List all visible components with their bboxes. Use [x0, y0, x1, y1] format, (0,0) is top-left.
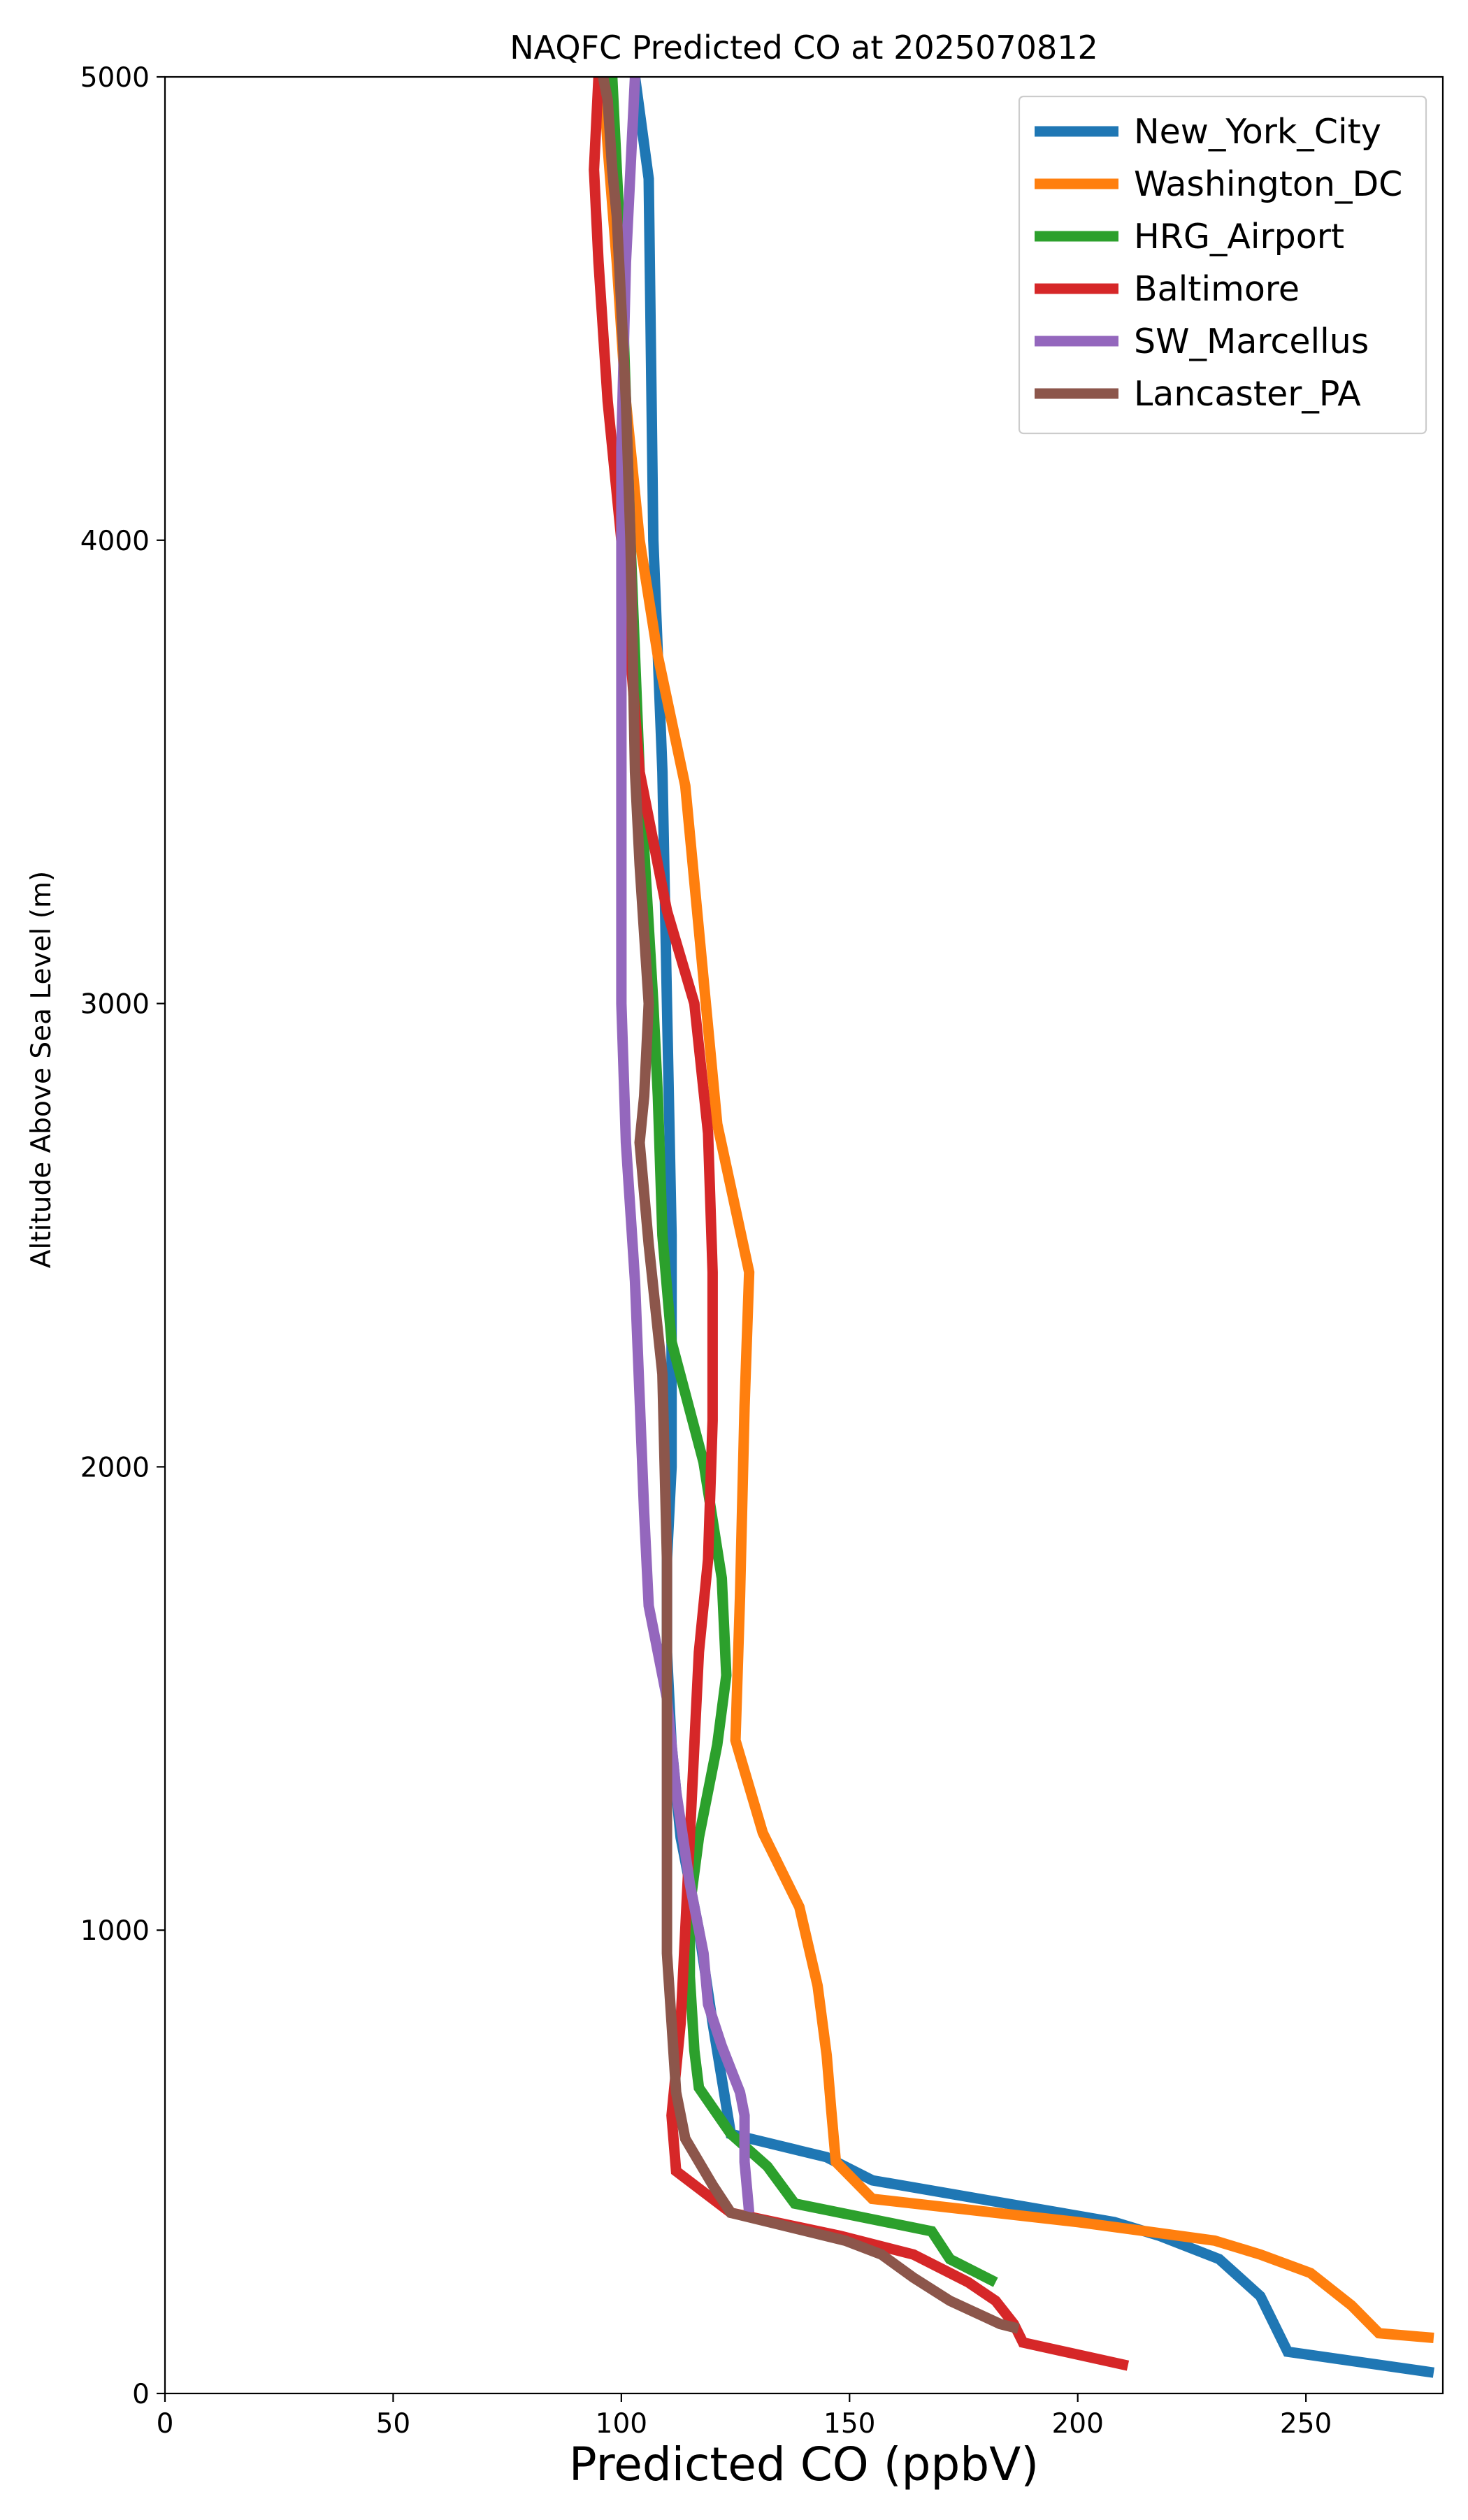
- legend-label: Lancaster_PA: [1134, 374, 1361, 414]
- legend-label: Washington_DC: [1134, 164, 1402, 204]
- y-axis-label: Altitude Above Sea Level (m): [26, 871, 57, 1268]
- series-layer: [589, 77, 1434, 2378]
- x-tick-label: 250: [1280, 2408, 1332, 2440]
- y-axis-ticks: 0 1000 2000 3000 4000 5000: [80, 62, 165, 2410]
- legend-label: HRG_Airport: [1134, 217, 1344, 257]
- x-tick-label: 150: [823, 2408, 875, 2440]
- y-tick-label: 2000: [80, 1452, 150, 1483]
- plot-frame: [164, 75, 1444, 2395]
- legend-label: Baltimore: [1134, 269, 1300, 309]
- legend-box: [1018, 95, 1427, 435]
- x-tick-label: 50: [376, 2408, 411, 2440]
- x-tick-label: 200: [1051, 2408, 1103, 2440]
- x-tick-label: 0: [157, 2408, 174, 2440]
- y-tick-label: 0: [132, 2379, 150, 2410]
- series-line-washington-dc: [598, 77, 1434, 2343]
- series-line-sw-marcellus: [616, 77, 755, 2214]
- x-tick-label: 100: [596, 2408, 647, 2440]
- y-tick-label: 3000: [80, 989, 150, 1021]
- x-axis-ticks: 0 50 100 150 200 250: [157, 2393, 1332, 2440]
- y-tick-label: 4000: [80, 526, 150, 557]
- chart-title: NAQFC Predicted CO at 2025070812: [510, 29, 1098, 66]
- legend-label: New_York_City: [1134, 112, 1381, 152]
- legend-label: SW_Marcellus: [1134, 322, 1369, 361]
- x-axis-label: Predicted CO (ppbV): [569, 2438, 1039, 2491]
- series-line-lancaster-pa: [598, 77, 1020, 2334]
- y-tick-label: 5000: [80, 62, 150, 94]
- y-tick-label: 1000: [80, 1915, 150, 1947]
- legend: New_York_City Washington_DC HRG_Airport Bal…: [1018, 95, 1427, 435]
